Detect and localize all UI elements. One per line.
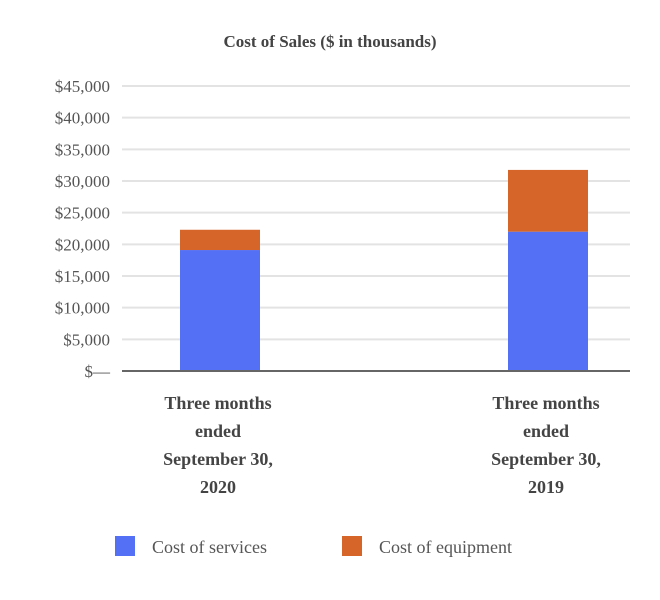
y-tick-label: $40,000 <box>55 109 110 128</box>
x-category-label: Three months <box>164 393 271 413</box>
chart-title: Cost of Sales ($ in thousands) <box>223 32 436 51</box>
legend-swatch <box>342 536 362 556</box>
y-tick-label: $45,000 <box>55 77 110 96</box>
x-category-label: September 30, <box>163 449 273 469</box>
x-category-label: 2019 <box>528 477 564 497</box>
x-category-label: Three months <box>492 393 599 413</box>
y-tick-label: $5,000 <box>63 330 110 349</box>
y-tick-label: $15,000 <box>55 267 110 286</box>
bar-segment-cost-of-equipment <box>508 169 588 232</box>
y-tick-label: $25,000 <box>55 204 110 223</box>
bar-segment-cost-of-equipment <box>180 229 260 251</box>
legend-label: Cost of equipment <box>379 537 512 557</box>
bar-segment-cost-of-services <box>508 231 588 371</box>
y-tick-label: $— <box>85 362 112 381</box>
y-tick-label: $20,000 <box>55 235 110 254</box>
x-category-label: September 30, <box>491 449 601 469</box>
legend-swatch <box>115 536 135 556</box>
x-category-label: ended <box>523 421 569 441</box>
x-category-label: 2020 <box>200 477 236 497</box>
x-category-label: ended <box>195 421 241 441</box>
legend-label: Cost of services <box>152 537 267 557</box>
bar-segment-cost-of-services <box>180 250 260 371</box>
y-tick-label: $10,000 <box>55 299 110 318</box>
y-tick-label: $30,000 <box>55 172 110 191</box>
y-tick-label: $35,000 <box>55 140 110 159</box>
